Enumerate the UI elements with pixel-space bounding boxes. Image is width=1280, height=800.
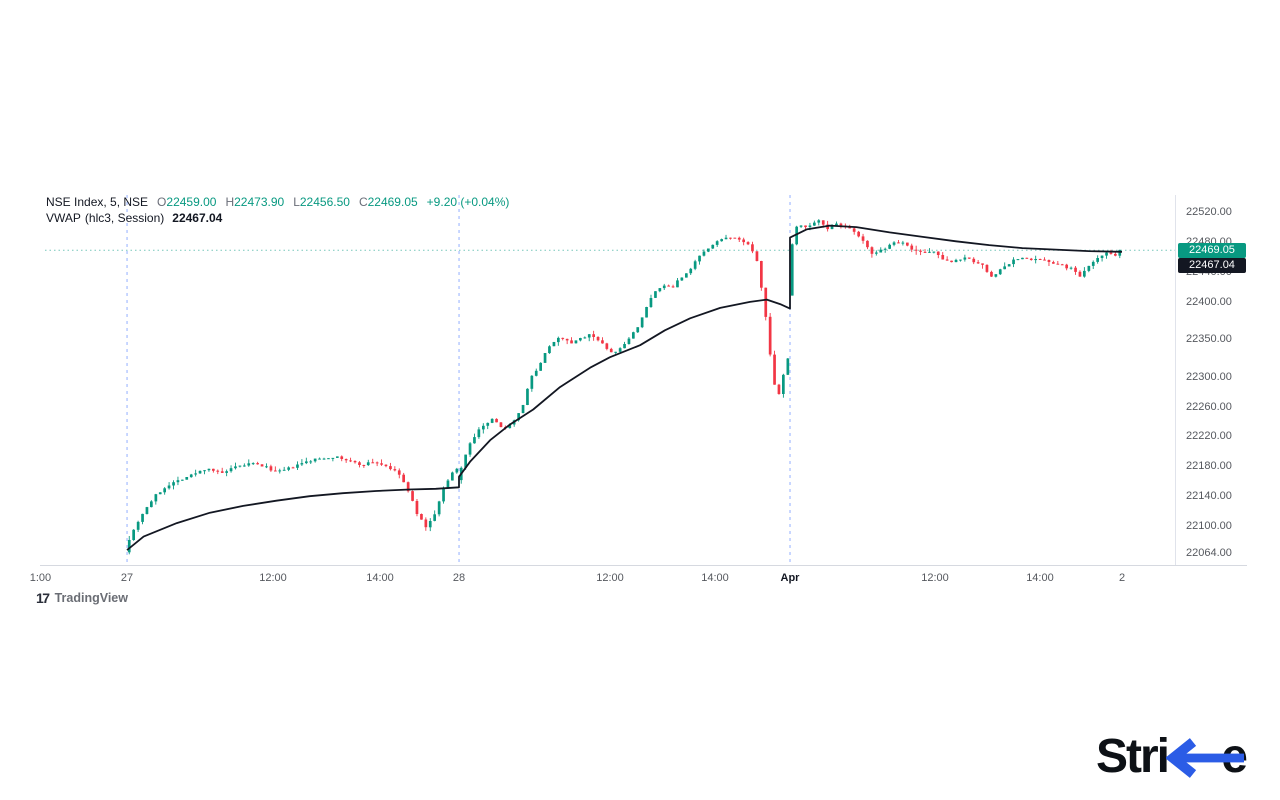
strike-arrow-icon — [1166, 738, 1244, 778]
price-tick-label: 22180.00 — [1186, 460, 1232, 473]
price-tick-label: 22100.00 — [1186, 520, 1232, 533]
ohlc-high-value: 22473.90 — [234, 195, 285, 209]
ohlc-high: H22473.90 — [225, 194, 284, 210]
legend: NSE Index, 5, NSE O22459.00 H22473.90 L2… — [46, 194, 509, 226]
symbol-title: NSE Index, 5, NSE — [46, 195, 149, 209]
price-tick-label: 22520.00 — [1186, 206, 1232, 219]
time-tick-label: 12:00 — [259, 572, 287, 584]
strike-logo-text: Stri — [1095, 730, 1170, 783]
price-tick-label: 22300.00 — [1186, 370, 1232, 383]
price-axis[interactable]: 22064.00 22100.00 22140.00 22180.00 22220.00… — [1175, 195, 1248, 565]
strike-logo: Stri e — [1095, 729, 1248, 785]
ohlc-close-value: 22469.05 — [367, 195, 418, 209]
time-tick-label: 14:00 — [366, 572, 394, 584]
tradingview-label: TradingView — [54, 591, 128, 605]
ohlc-low-label: L — [293, 195, 300, 209]
indicator-params: (hlc3, Session) — [84, 211, 165, 225]
candlestick-plot[interactable] — [45, 195, 1175, 565]
tradingview-attribution[interactable]: 17 TradingView — [36, 591, 128, 605]
change-value: +9.20 (+0.04%) — [426, 195, 510, 209]
indicator-name: VWAP — [46, 211, 81, 225]
candles — [127, 219, 1122, 555]
time-tick-label: 12:00 — [596, 572, 624, 584]
indicator-value: 22467.04 — [172, 211, 223, 225]
time-tick-label: Apr — [780, 572, 800, 584]
time-tick-label: 2 — [1118, 572, 1126, 584]
ohlc-high-label: H — [225, 195, 235, 209]
time-tick-label: 28 — [452, 572, 466, 584]
ohlc-low-value: 22456.50 — [299, 195, 350, 209]
time-tick-label: 14:00 — [701, 572, 729, 584]
time-tick-label: 12:00 — [921, 572, 949, 584]
price-tick-label: 22400.00 — [1186, 295, 1232, 308]
vwap-line — [126, 224, 1123, 551]
price-tick-label: 22220.00 — [1186, 430, 1232, 443]
vwap-price-badge: 22467.04 — [1178, 257, 1246, 273]
ohlc-open: O22459.00 — [157, 194, 216, 210]
time-axis[interactable]: 1:00 27 12:00 14:00 28 12:00 14:00 Apr 12:00 14:0… — [30, 565, 1247, 590]
chart-plot-area[interactable] — [45, 195, 1175, 565]
ohlc-low: L22456.50 — [293, 194, 350, 210]
ohlc-close: C22469.05 — [359, 194, 418, 210]
time-tick-label: 27 — [120, 572, 134, 584]
symbol-row[interactable]: NSE Index, 5, NSE O22459.00 H22473.90 L2… — [46, 194, 509, 210]
ohlc-open-label: O — [157, 195, 167, 209]
tradingview-logo-icon: 17 — [36, 590, 50, 606]
price-tick-label: 22350.00 — [1186, 333, 1232, 346]
price-tick-label: 22064.00 — [1186, 547, 1232, 560]
ohlc-close-label: C — [358, 195, 368, 209]
time-tick-label: 14:00 — [1026, 572, 1054, 584]
price-tick-label: 22260.00 — [1186, 400, 1232, 413]
ohlc-open-value: 22459.00 — [166, 195, 217, 209]
last-price-badge: 22469.05 — [1178, 242, 1246, 258]
indicator-row[interactable]: VWAP (hlc3, Session) 22467.04 — [46, 210, 509, 226]
time-tick-label: 1:00 — [29, 572, 52, 584]
price-tick-label: 22140.00 — [1186, 490, 1232, 503]
strike-logo-ke: e — [1166, 729, 1248, 785]
